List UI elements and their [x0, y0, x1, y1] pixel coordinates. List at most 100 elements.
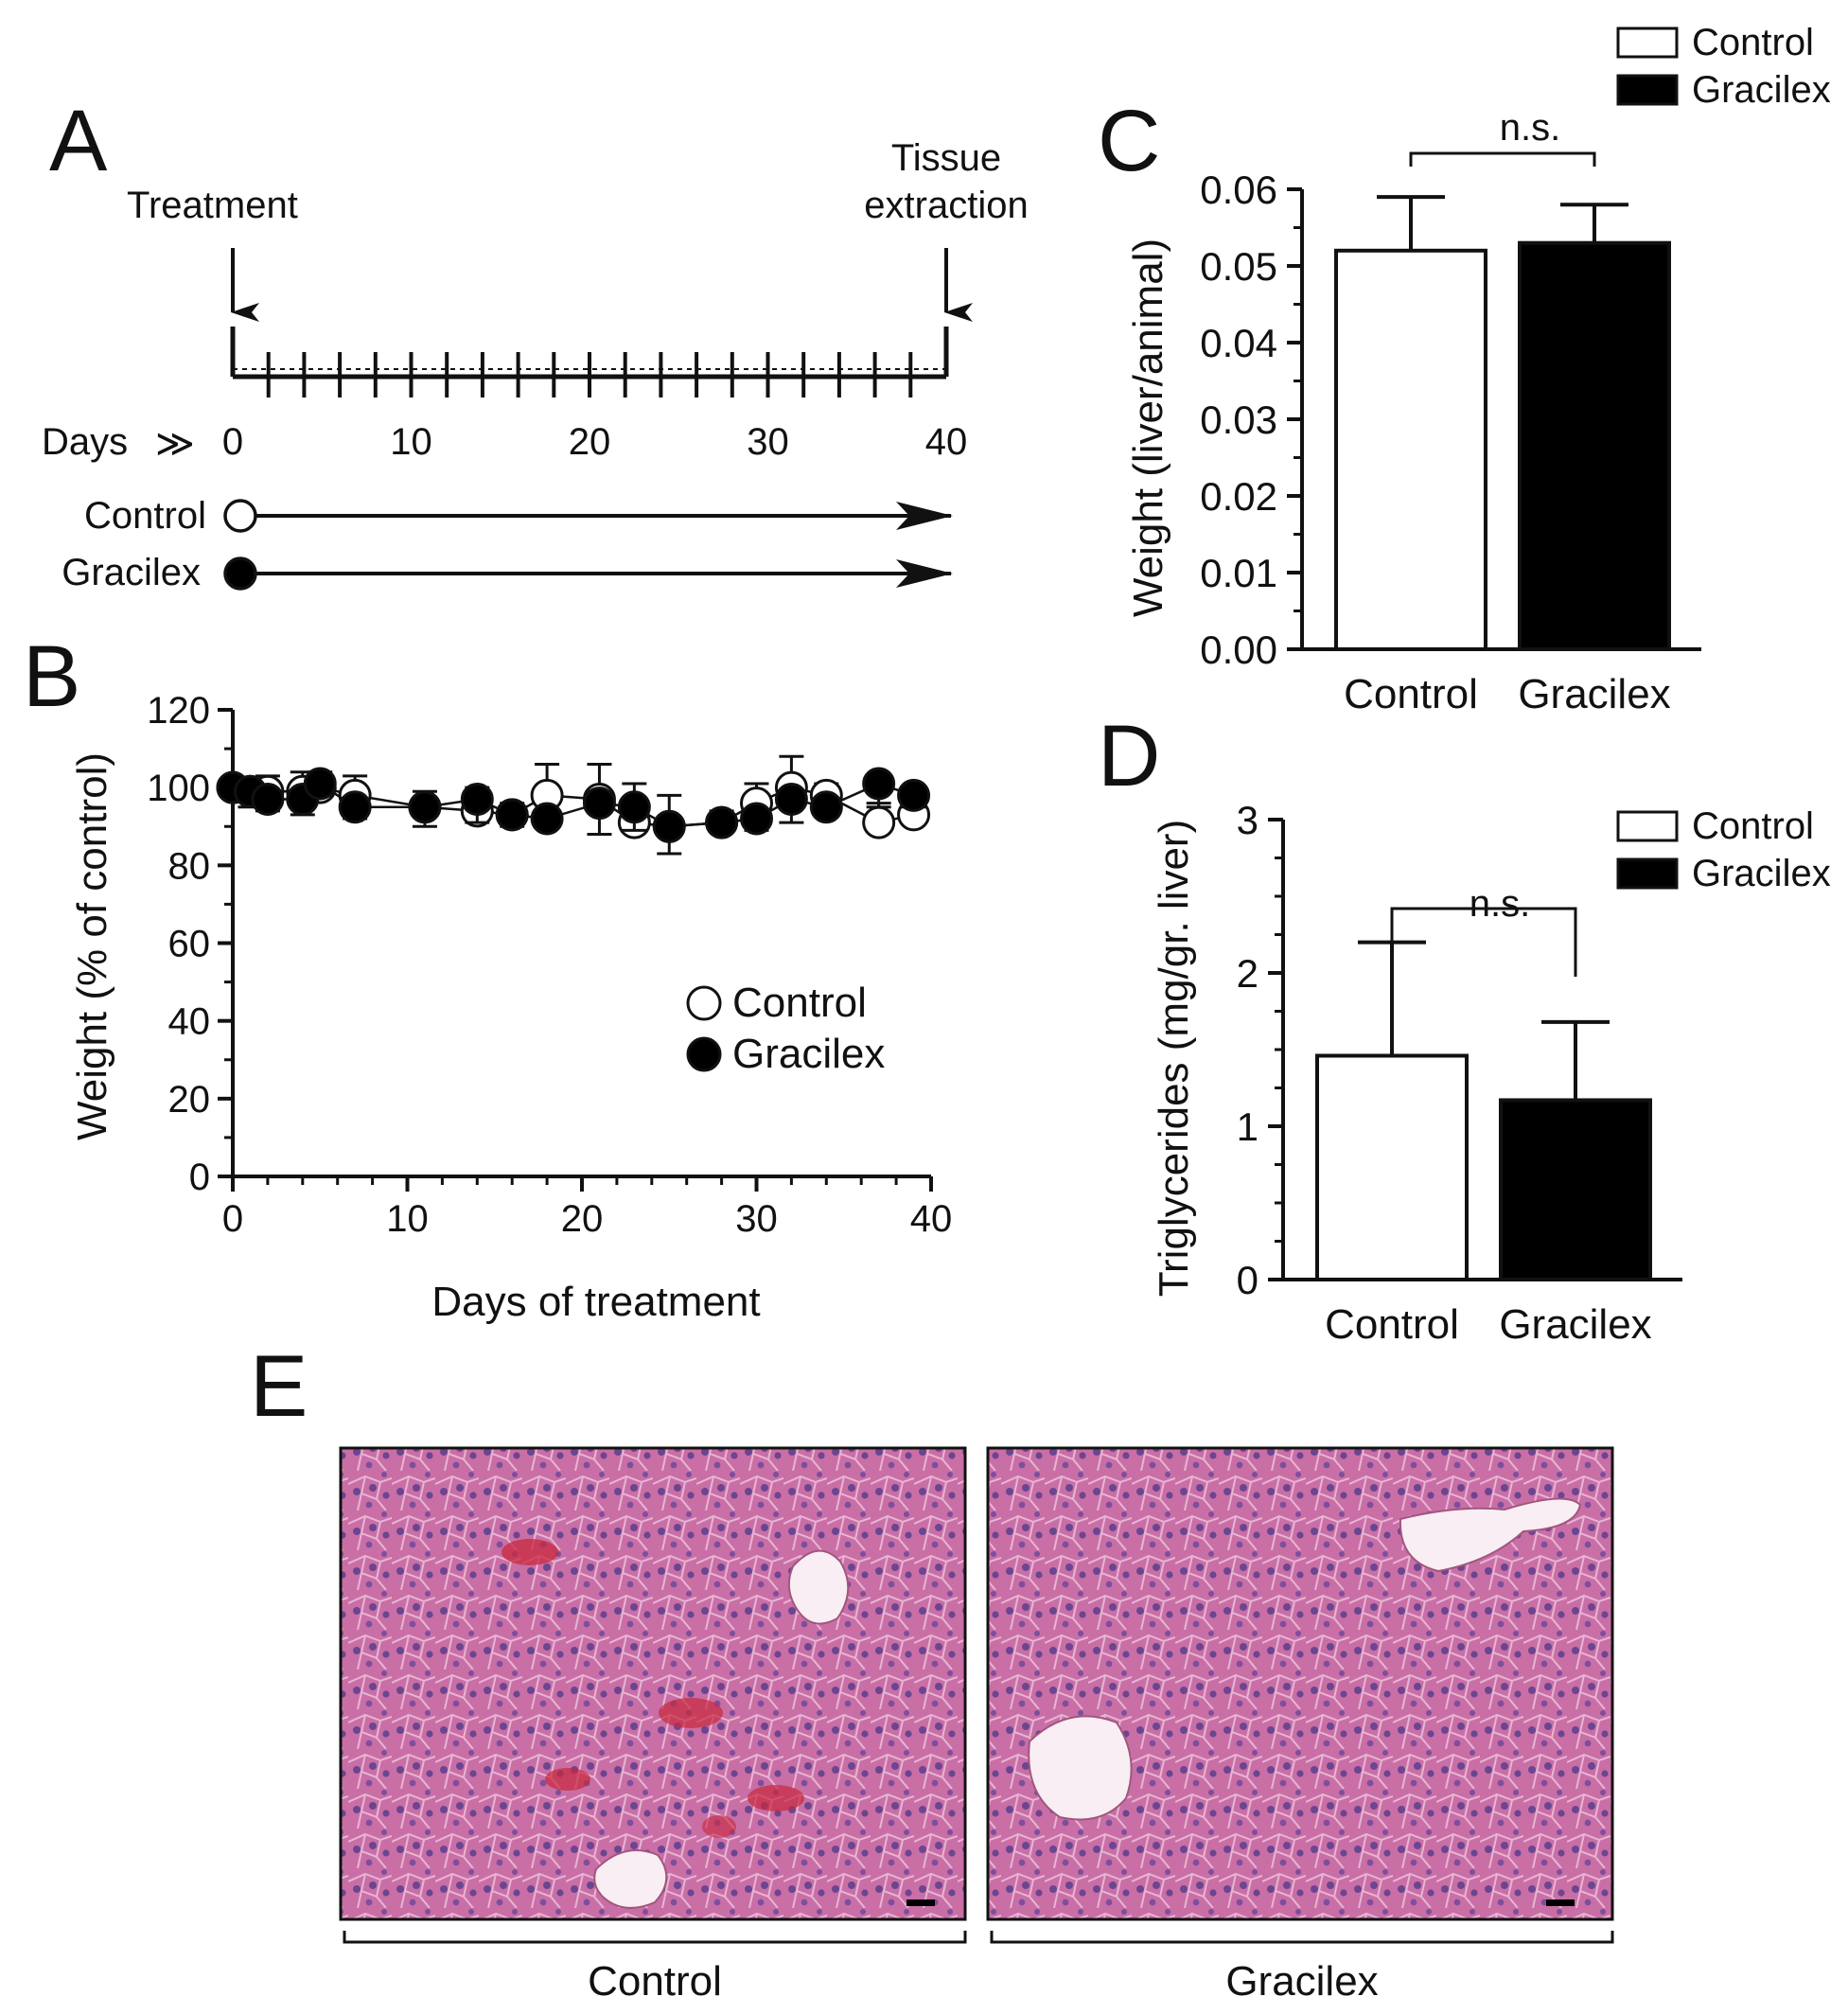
panel-e: E Control Gracilex — [250, 1338, 1614, 2005]
blood-cells — [659, 1698, 723, 1728]
days-label: Days — [42, 421, 128, 463]
legend-c-gracilex-label: Gracilex — [1692, 69, 1831, 111]
chart-c: 0.00 0.01 0.02 0.03 0.04 0.05 0.06 Control Graci… — [1200, 151, 1701, 717]
timeline-tick-label: 30 — [747, 421, 789, 463]
y-tick-label: 2 — [1237, 951, 1258, 996]
legend-c-control-label: Control — [1692, 22, 1814, 63]
data-point — [740, 802, 773, 836]
timeline-tick-label: 40 — [925, 421, 968, 463]
data-point — [582, 786, 616, 821]
blood-cells — [545, 1768, 590, 1791]
y-tick-label: 100 — [147, 768, 210, 809]
x-tick-label: 10 — [386, 1198, 429, 1240]
legend-d-gracilex-swatch — [1616, 857, 1679, 890]
x-tick-label: 40 — [910, 1198, 953, 1240]
y-tick-label: 0.00 — [1200, 627, 1277, 672]
timeline-tick-label: 20 — [569, 421, 611, 463]
bar-control — [1334, 248, 1487, 651]
central-vein — [787, 1549, 850, 1625]
panel-c-letter: C — [1098, 93, 1160, 189]
panel-e-letter: E — [250, 1338, 308, 1435]
y-tick-label: 0 — [1237, 1258, 1258, 1302]
panel-b-letter: B — [23, 628, 80, 725]
data-point — [495, 798, 529, 832]
data-point — [862, 767, 896, 801]
data-point — [774, 782, 808, 816]
y-tick-label: 0.02 — [1200, 474, 1277, 519]
central-vein — [593, 1849, 668, 1909]
chart-b-ylabel: Weight (% of control) — [69, 752, 115, 1140]
scale-bar — [906, 1899, 935, 1906]
legend-b-control-label: Control — [732, 980, 867, 1026]
micrograph-gracilex-label: Gracilex — [1225, 1958, 1378, 2005]
timeline-control-circle — [223, 499, 257, 533]
panel-b: B 0 20 40 60 80 100 120 0 10 20 30 40 Days of treat… — [23, 628, 952, 1325]
bracket-control — [343, 1931, 967, 1944]
x-category-label: Control — [1344, 671, 1478, 717]
y-tick-label: 3 — [1237, 798, 1258, 842]
tissue-label-line1: Tissue — [891, 137, 1001, 179]
central-vein — [1028, 1715, 1133, 1821]
chart-b: 0 20 40 60 80 100 120 0 10 20 30 40 — [147, 690, 952, 1240]
data-point — [652, 809, 686, 843]
micrograph-control — [339, 1446, 967, 1921]
y-tick-label: 20 — [168, 1079, 211, 1121]
data-point — [460, 782, 494, 816]
scale-bar — [1546, 1899, 1575, 1906]
timeline-gracilex-circle — [223, 556, 257, 591]
panel-d-letter: D — [1098, 708, 1160, 804]
y-tick-label: 0.01 — [1200, 551, 1277, 595]
chart-c-significance: n.s. — [1500, 107, 1560, 149]
bar-control — [1315, 1053, 1469, 1281]
tissue-label-line2: extraction — [864, 185, 1028, 226]
significance-bracket — [1409, 151, 1596, 167]
chart-c-legend: Control Gracilex — [1616, 22, 1831, 111]
data-point — [408, 790, 442, 824]
data-point — [897, 778, 931, 812]
y-tick-label: 0.06 — [1200, 168, 1277, 212]
y-tick-label: 0.05 — [1200, 244, 1277, 289]
blood-cells — [748, 1785, 804, 1811]
timeline-tick-labels: 0 10 20 30 40 — [222, 421, 967, 463]
data-point — [251, 782, 285, 816]
x-category-label: Control — [1325, 1301, 1459, 1348]
chart-c-ylabel: Weight (liver/animal) — [1125, 238, 1171, 617]
panel-c: C Control Gracilex 0.000.010.020.030.040… — [1098, 22, 1831, 717]
timeline-tick-label: 0 — [222, 421, 243, 463]
legend-d-gracilex-label: Gracilex — [1692, 853, 1831, 894]
timeline-tick-label: 10 — [390, 421, 432, 463]
treatment-label: Treatment — [127, 185, 298, 226]
data-point — [862, 805, 896, 839]
portal-vein — [1399, 1497, 1582, 1573]
y-tick-label: 120 — [147, 690, 210, 732]
x-category-label: Gracilex — [1518, 671, 1670, 717]
y-tick-label: 0.03 — [1200, 398, 1277, 442]
chart-d-legend: Control Gracilex — [1616, 805, 1831, 894]
blood-cells — [502, 1539, 558, 1565]
legend-d-control-swatch — [1616, 810, 1679, 842]
micrograph-gracilex — [986, 1446, 1614, 1921]
timeline-axis — [230, 327, 949, 398]
y-tick-label: 40 — [168, 1001, 211, 1043]
x-tick-label: 30 — [735, 1198, 778, 1240]
y-tick-label: 60 — [168, 924, 211, 965]
chart-b-xlabel: Days of treatment — [431, 1279, 760, 1325]
x-category-label: Gracilex — [1499, 1301, 1651, 1348]
bracket-gracilex — [990, 1931, 1614, 1944]
significance-bracket — [1390, 907, 1577, 977]
panel-a-letter: A — [49, 93, 108, 189]
data-point — [530, 802, 564, 836]
series-gracilex — [216, 767, 931, 856]
legend-c-control-swatch — [1616, 26, 1679, 59]
panel-d: D Control Gracilex 0 1 2 3 Control Gracilex n… — [1098, 708, 1831, 1348]
x-tick-label: 20 — [561, 1198, 604, 1240]
y-tick-label: 0 — [189, 1157, 210, 1198]
chart-d-ylabel: Triglycerides (mg/gr. liver) — [1151, 820, 1197, 1297]
data-point — [303, 767, 337, 801]
legend-b-gracilex-label: Gracilex — [732, 1031, 885, 1077]
y-tick-label: 80 — [168, 845, 211, 887]
legend-d-control-label: Control — [1692, 805, 1814, 847]
timeline-gracilex-label: Gracilex — [62, 552, 201, 593]
chart-d: 0 1 2 3 Control Gracilex — [1237, 798, 1682, 1348]
